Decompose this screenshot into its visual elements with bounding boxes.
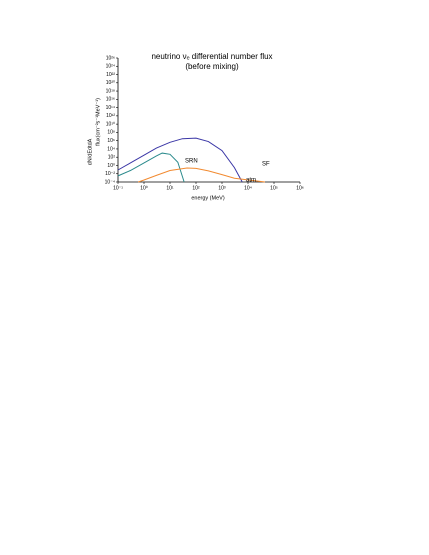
series-label: atm	[246, 178, 256, 184]
y-tick-label: 10⁴	[107, 146, 115, 152]
x-tick-label: 10⁶	[296, 185, 304, 191]
y-tick-label: 10²⁴	[106, 64, 115, 70]
y-tick-label: 10²⁶	[106, 55, 115, 61]
y-tick-label: 10¹⁶	[106, 97, 115, 103]
y-tick-label: 10⁶	[107, 138, 115, 144]
x-axis-title: energy (MeV)	[191, 195, 224, 201]
y-axis-prefix: dN/dEdtdA	[87, 138, 93, 165]
x-tick-label: 10¹	[166, 185, 174, 191]
x-tick-label: 10³	[218, 185, 226, 191]
y-tick-label: 10⁻⁴	[105, 179, 115, 185]
y-tick-label: 10¹⁰	[106, 121, 115, 127]
y-tick-label: 10⁸	[107, 130, 115, 136]
series-line	[117, 137, 243, 183]
x-tick-label: 10⁵	[270, 185, 278, 191]
series-label: SF	[262, 162, 270, 168]
chart-subtitle: (before mixing)	[185, 62, 239, 71]
y-tick-label: 10¹⁸	[106, 88, 115, 94]
series-label: SRN	[185, 159, 198, 165]
y-tick-label: 10²²	[106, 72, 115, 78]
x-tick-label: 10⁻¹	[113, 185, 123, 191]
y-tick-label: 10²	[108, 155, 116, 161]
x-tick-label: 10²	[192, 185, 200, 191]
y-tick-label: 10⁻²	[105, 171, 115, 177]
x-tick-label: 10⁴	[244, 185, 252, 191]
series-line	[117, 152, 185, 183]
y-tick-label: 10¹⁴	[106, 105, 115, 111]
x-tick-label: 10⁰	[140, 185, 148, 191]
y-tick-label: 10¹²	[106, 113, 115, 119]
y-axis-title: flux(cm⁻²s⁻¹MeV⁻¹)	[95, 98, 101, 146]
chart-title: neutrino νₑ differential number flux	[151, 52, 272, 61]
series-line	[138, 167, 266, 183]
y-tick-label: 10²⁰	[106, 80, 115, 86]
y-tick-label: 10⁰	[107, 163, 115, 169]
